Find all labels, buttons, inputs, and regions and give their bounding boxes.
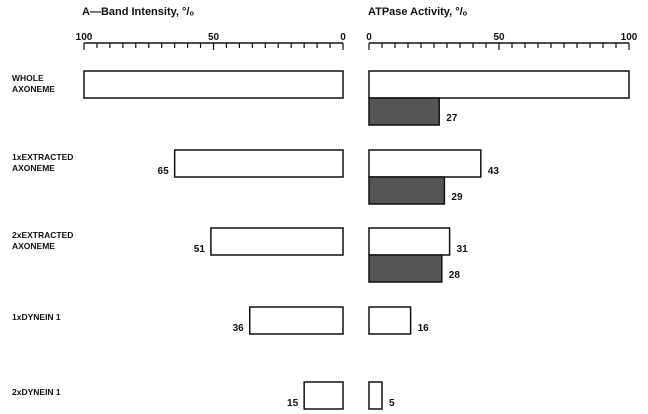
atpase-bar	[368, 149, 482, 178]
a-band-bar	[249, 306, 344, 335]
a-band-bar	[303, 381, 344, 410]
a-band-value-label: 51	[194, 244, 206, 255]
row-labels: WHOLEAXONEME1xEXTRACTEDAXONEME2xEXTRACTE…	[12, 73, 73, 397]
atpase-bar	[368, 227, 451, 256]
atpase-shaded-value-label: 29	[451, 192, 463, 203]
row-label: 1xDYNEIN 1	[12, 312, 61, 322]
atpase-value-label: 31	[457, 244, 469, 255]
row-label: AXONEME	[12, 241, 55, 251]
atpase-shaded-value-label: 27	[446, 113, 458, 124]
row-label: WHOLE	[12, 73, 44, 83]
right-tick-label: 100	[621, 32, 638, 43]
right-panel-title: ATPase Activity, °/ₒ	[368, 6, 468, 18]
right-tick-label: 50	[493, 32, 505, 43]
right-axis: 0 50 100	[366, 32, 638, 50]
row-label: 1xEXTRACTED	[12, 152, 73, 162]
row-label: AXONEME	[12, 163, 55, 173]
right-tick-label: 0	[366, 32, 372, 43]
atpase-bar	[368, 70, 630, 99]
atpase-shaded-bar	[368, 176, 446, 205]
atpase-bar	[368, 381, 383, 410]
row-label: AXONEME	[12, 84, 55, 94]
right-bars: 43 31 16 5 27 29 28	[368, 70, 630, 410]
row-label: 2xEXTRACTED	[12, 230, 73, 240]
atpase-shaded-bar	[368, 97, 440, 126]
a-band-bar	[173, 149, 344, 178]
left-axis: 100 50 0	[76, 32, 346, 50]
left-bars: 65 51 36 15	[83, 70, 344, 410]
atpase-shaded-bar	[368, 254, 443, 283]
atpase-value-label: 43	[488, 166, 500, 177]
atpase-bar	[368, 306, 412, 335]
left-tick-label: 0	[340, 32, 346, 43]
left-tick-label: 50	[208, 32, 220, 43]
a-band-bar	[210, 227, 344, 256]
atpase-value-label: 5	[389, 398, 395, 409]
a-band-value-label: 36	[233, 323, 245, 334]
row-label: 2xDYNEIN 1	[12, 387, 61, 397]
atpase-shaded-value-label: 28	[449, 270, 461, 281]
atpase-value-label: 16	[418, 323, 430, 334]
a-band-value-label: 65	[158, 166, 170, 177]
left-tick-label: 100	[76, 32, 93, 43]
a-band-value-label: 15	[287, 398, 299, 409]
a-band-bar	[83, 70, 344, 99]
left-panel-title: A—Band Intensity, °/ₒ	[82, 6, 194, 18]
